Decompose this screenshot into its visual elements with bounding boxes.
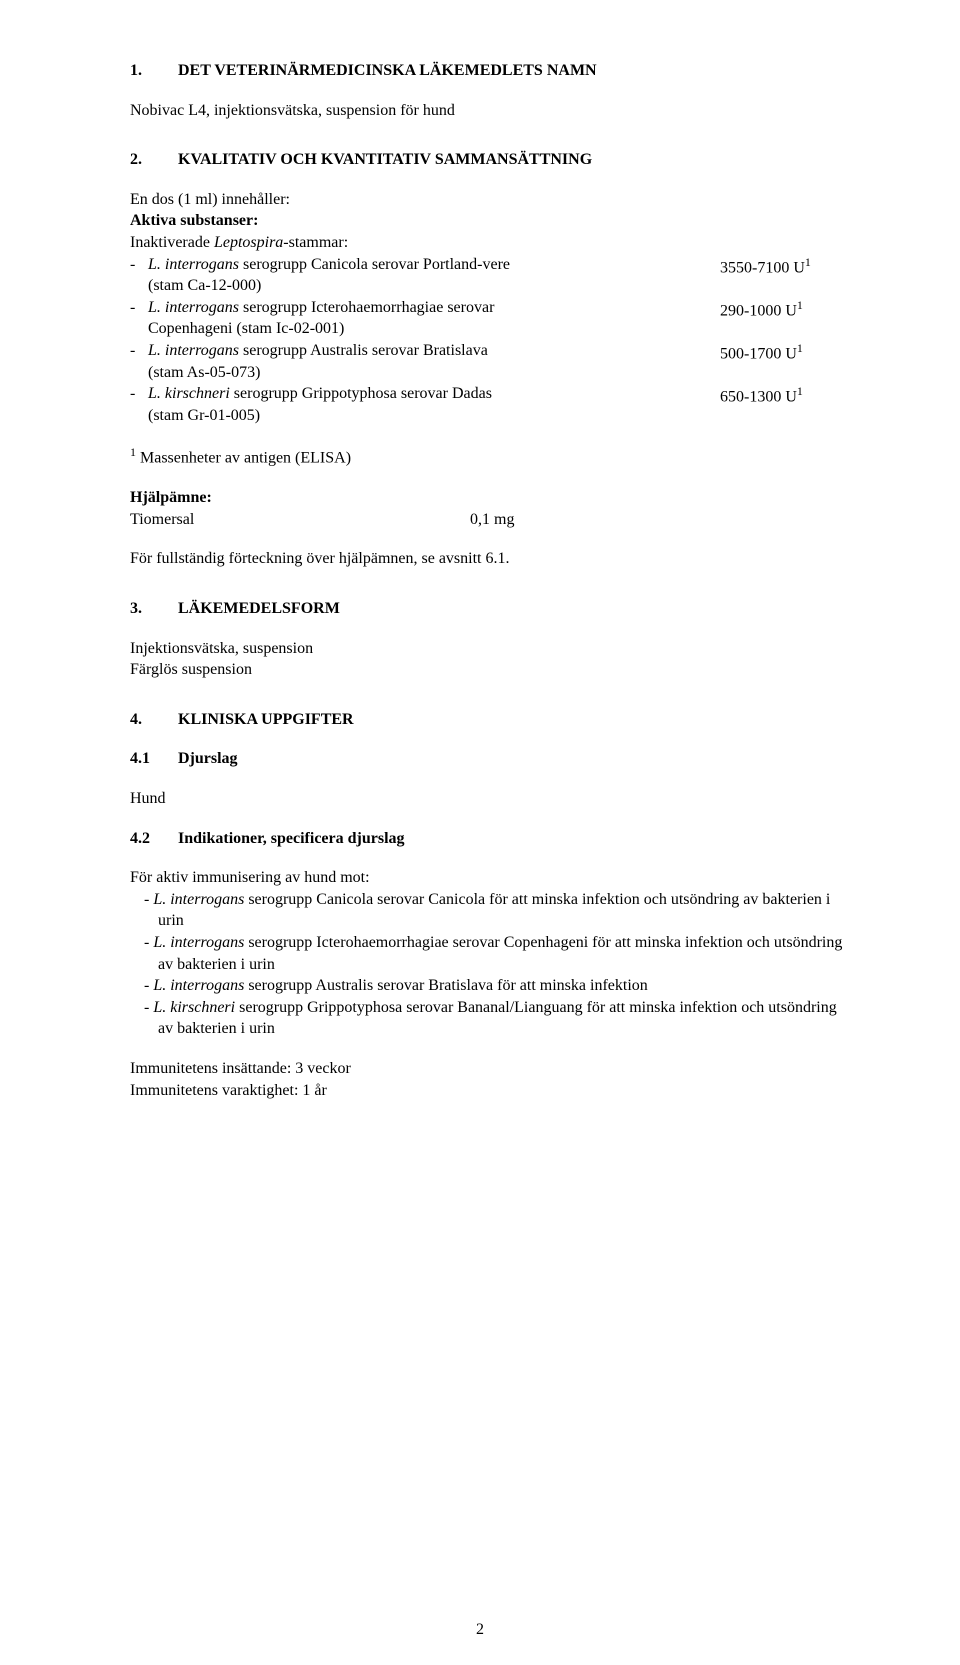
page-number: 2	[0, 1619, 960, 1641]
section-4-2-number: 4.2	[130, 828, 178, 850]
strain-desc-a: serogrupp Canicola serovar Portland-vere	[239, 256, 510, 273]
excipient-amount: 0,1 mg	[470, 509, 514, 531]
strain-desc-a: serogrupp Icterohaemorrhagiae serovar	[239, 299, 494, 316]
indication-text: serogrupp Icterohaemorrhagiae serovar Co…	[158, 934, 842, 973]
indications-intro: För aktiv immunisering av hund mot:	[130, 867, 850, 889]
indication-item: - L. interrogans serogrupp Icterohaemorr…	[130, 932, 850, 975]
strain-desc-b: (stam As-05-073)	[148, 364, 260, 381]
dose-line: En dos (1 ml) innehåller:	[130, 189, 850, 211]
stammar-suffix: -stammar:	[283, 234, 348, 251]
indications-list: - L. interrogans serogrupp Canicola sero…	[130, 889, 850, 1040]
section-3-heading: 3.LÄKEMEDELSFORM	[130, 598, 850, 620]
section-4-2-heading: 4.2Indikationer, specificera djurslag	[130, 828, 850, 850]
indication-text: serogrupp Grippotyphosa serovar Bananal/…	[158, 999, 837, 1038]
immunity-onset: Immunitetens insättande: 3 veckor	[130, 1058, 850, 1080]
indication-item: - L. kirschneri serogrupp Grippotyphosa …	[130, 997, 850, 1040]
section-4-number: 4.	[130, 709, 178, 731]
full-excipient-ref: För fullständig förteckning över hjälpäm…	[130, 548, 850, 570]
excipient-row: Tiomersal 0,1 mg	[130, 509, 850, 531]
elisa-footnote: 1 Massenheter av antigen (ELISA)	[130, 444, 850, 469]
strain-value: 3550-7100 U	[720, 259, 805, 276]
indication-species: L. interrogans	[153, 934, 244, 951]
strain-species: L. interrogans	[148, 342, 239, 359]
strain-value: 500-1700 U	[720, 345, 797, 362]
strain-desc-b: (stam Gr-01-005)	[148, 407, 260, 424]
indication-species: L. interrogans	[153, 977, 244, 994]
indication-item: - L. interrogans serogrupp Australis ser…	[130, 975, 850, 997]
strain-desc-b: Copenhageni (stam Ic-02-001)	[148, 320, 344, 337]
form-line-2: Färglös suspension	[130, 659, 850, 681]
strain-item: - L. interrogans serogrupp Canicola sero…	[130, 254, 850, 297]
excipient-name: Tiomersal	[130, 509, 470, 531]
section-2-number: 2.	[130, 149, 178, 171]
immunity-duration: Immunitetens varaktighet: 1 år	[130, 1080, 850, 1102]
strain-species: L. interrogans	[148, 299, 239, 316]
strain-item: - L. kirschneri serogrupp Grippotyphosa …	[130, 383, 850, 426]
strain-species: L. interrogans	[148, 256, 239, 273]
indication-text: serogrupp Australis serovar Bratislava f…	[244, 977, 647, 994]
section-3-number: 3.	[130, 598, 178, 620]
section-4-1-number: 4.1	[130, 748, 178, 770]
section-4-2-title: Indikationer, specificera djurslag	[178, 830, 405, 847]
strain-species: L. kirschneri	[148, 385, 230, 402]
strain-value: 650-1300 U	[720, 388, 797, 405]
indication-species: L. interrogans	[153, 891, 244, 908]
species-body: Hund	[130, 788, 850, 810]
excipient-heading: Hjälpämne:	[130, 489, 212, 506]
section-3-title: LÄKEMEDELSFORM	[178, 600, 340, 617]
section-1-body: Nobivac L4, injektionsvätska, suspension…	[130, 100, 850, 122]
section-2-title: KVALITATIV OCH KVANTITATIV SAMMANSÄTTNIN…	[178, 151, 592, 168]
indication-species: L. kirschneri	[153, 999, 235, 1016]
section-4-title: KLINISKA UPPGIFTER	[178, 711, 354, 728]
active-substances-label: Aktiva substanser:	[130, 212, 258, 229]
indication-item: - L. interrogans serogrupp Canicola sero…	[130, 889, 850, 932]
section-1-heading: 1.DET VETERINÄRMEDICINSKA LÄKEMEDLETS NA…	[130, 60, 850, 82]
section-4-1-title: Djurslag	[178, 750, 238, 767]
strain-item: - L. interrogans serogrupp Australis ser…	[130, 340, 850, 383]
section-4-heading: 4.KLINISKA UPPGIFTER	[130, 709, 850, 731]
section-4-1-heading: 4.1Djurslag	[130, 748, 850, 770]
section-1-number: 1.	[130, 60, 178, 82]
indication-text: serogrupp Canicola serovar Canicola för …	[158, 891, 830, 930]
strain-desc-b: (stam Ca-12-000)	[148, 277, 261, 294]
strain-desc-a: serogrupp Grippotyphosa serovar Dadas	[230, 385, 492, 402]
leptospira-genus: Leptospira	[214, 234, 283, 251]
strain-value: 290-1000 U	[720, 302, 797, 319]
strain-item: - L. interrogans serogrupp Icterohaemorr…	[130, 297, 850, 340]
form-line-1: Injektionsvätska, suspension	[130, 638, 850, 660]
strain-desc-a: serogrupp Australis serovar Bratislava	[239, 342, 488, 359]
strain-list: - L. interrogans serogrupp Canicola sero…	[130, 254, 850, 427]
section-2-heading: 2.KVALITATIV OCH KVANTITATIV SAMMANSÄTTN…	[130, 149, 850, 171]
inactivated-text: Inaktiverade	[130, 234, 214, 251]
section-1-title: DET VETERINÄRMEDICINSKA LÄKEMEDLETS NAMN	[178, 62, 597, 79]
